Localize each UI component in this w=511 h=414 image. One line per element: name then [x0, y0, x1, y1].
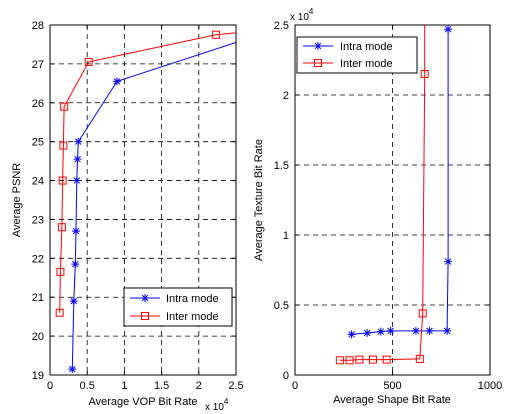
x-multiplier-label: x 104 [205, 397, 229, 413]
x-tick-label: 1.5 [154, 380, 169, 392]
data-point-inter [415, 354, 424, 363]
data-point-intra [443, 326, 452, 335]
x-tick-label: 500 [383, 380, 401, 392]
grid [295, 25, 490, 375]
series-line-intra [351, 29, 449, 335]
legend-marker-symbol [314, 42, 322, 50]
data-point-intra [411, 326, 420, 335]
data-point-inter [382, 355, 391, 364]
data-point-intra [363, 329, 372, 337]
y-tick-label: 2.5 [274, 20, 289, 32]
data-point-intra [444, 25, 453, 34]
y-tick-label: 0.5 [274, 300, 289, 312]
series-line-inter [59, 32, 236, 313]
x-tick-label: 2 [196, 380, 202, 392]
legend-label-inter: Inter mode [166, 311, 219, 323]
data-point-inter [84, 57, 93, 66]
y-tick-label: 26 [32, 98, 44, 110]
x-tick-label: 0 [47, 380, 53, 392]
x-tick-label: 1000 [478, 380, 502, 392]
x-tick-label: 2.5 [228, 380, 243, 392]
x-tick-label: 0 [292, 380, 298, 392]
data-point-intra [68, 365, 77, 374]
data-point-inter [355, 355, 364, 364]
y-tick-label: 25 [32, 137, 44, 149]
data-point-inter [60, 102, 69, 111]
data-point-intra [386, 326, 395, 335]
y-tick-label: 24 [32, 176, 44, 188]
legend: Intra mode Inter mode [296, 36, 418, 74]
data-point-inter [211, 30, 220, 39]
y-multiplier-base: x 10 [290, 12, 309, 23]
data-point-intra [347, 330, 356, 339]
legend-marker-inter [314, 59, 322, 67]
data-point-intra [376, 327, 385, 336]
texture-vs-shape-bitrate-chart: 0 500 1000 0 0.5 1 1.5 2 2.5 Average Texture Bit… [253, 7, 502, 406]
y-axis-label: Average PSNR [11, 163, 23, 237]
y-multiplier-label: x 104 [290, 7, 314, 23]
y-axis-label: Average Texture Bit Rate [253, 139, 265, 261]
data-point-intra [444, 257, 453, 266]
y-tick-label: 27 [32, 59, 44, 71]
psnr-vs-vop-bitrate-chart: 0 0.5 1 1.5 2 2.5 19 20 21 22 23 24 25 26 27 28 Average… [11, 20, 244, 413]
legend-label-inter: Inter mode [340, 58, 393, 70]
plot-area-frame [49, 24, 237, 376]
series-line-inter [339, 25, 426, 361]
y-multiplier-exponent: 4 [309, 7, 314, 16]
legend-marker-symbol [314, 59, 322, 67]
data-point-intra [72, 176, 81, 185]
data-point-inter [58, 176, 67, 185]
series-group [55, 30, 236, 374]
data-point-intra [73, 155, 82, 164]
data-point-inter [335, 356, 344, 365]
data-point-intra [74, 137, 83, 146]
y-tick-label: 23 [32, 214, 44, 226]
legend-label-intra: Intra mode [340, 41, 393, 53]
data-point-intra [425, 326, 434, 335]
data-point-inter [369, 355, 377, 364]
data-point-inter [55, 308, 64, 317]
y-tick-label: 19 [32, 370, 44, 382]
data-point-inter [59, 141, 68, 150]
series-group [335, 25, 453, 365]
y-tick-label: 0 [283, 370, 289, 382]
x-multiplier-exponent: 4 [224, 397, 229, 406]
x-tick-label: 1 [121, 380, 127, 392]
data-point-intra [69, 297, 78, 306]
data-point-inter [57, 223, 66, 232]
data-point-intra [112, 77, 121, 86]
legend-marker-inter [141, 312, 149, 320]
legend-marker-symbol [141, 312, 149, 320]
x-tick-label: 0.5 [80, 380, 95, 392]
data-point-inter [418, 309, 427, 318]
legend: Intra mode Inter mode [123, 287, 233, 327]
data-point-inter [56, 267, 65, 276]
y-tick-label: 2 [283, 90, 289, 102]
legend-label-intra: Intra mode [166, 293, 219, 305]
data-point-intra [71, 260, 80, 269]
x-axis-label: Average Shape Bit Rate [333, 394, 451, 406]
y-tick-label: 1 [283, 230, 289, 242]
data-point-inter [420, 70, 429, 78]
y-tick-label: 28 [32, 20, 44, 32]
x-axis-label: Average VOP Bit Rate [88, 396, 197, 408]
y-tick-label: 20 [32, 331, 44, 343]
legend-marker-intra [141, 294, 149, 302]
x-multiplier-base: x 10 [205, 402, 224, 413]
axis-ticks: 0 500 1000 0 0.5 1 1.5 2 2.5 [274, 20, 503, 392]
y-tick-label: 22 [32, 253, 44, 265]
y-tick-label: 21 [32, 292, 44, 304]
legend-marker-intra [314, 42, 322, 50]
axis-ticks: 0 0.5 1 1.5 2 2.5 19 20 21 22 23 24 25 26 27 28 [32, 20, 244, 392]
data-point-intra [72, 227, 81, 236]
y-tick-label: 1.5 [274, 160, 289, 172]
data-point-inter [345, 356, 354, 365]
legend-marker-symbol [141, 294, 149, 302]
